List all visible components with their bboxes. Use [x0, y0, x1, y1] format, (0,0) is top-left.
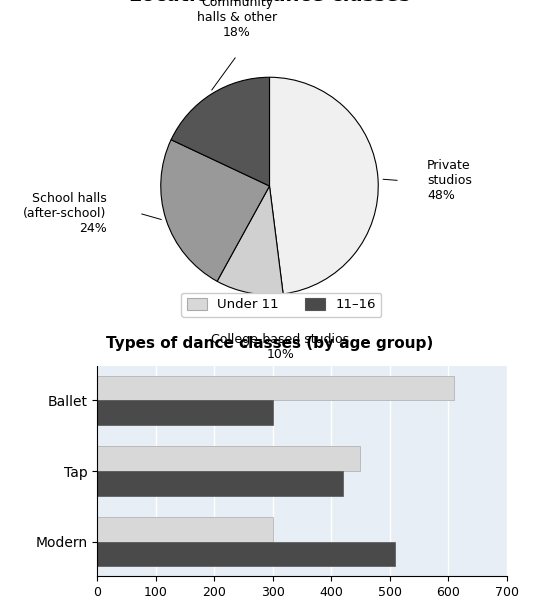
Bar	[97, 542, 396, 566]
Legend: Under 11, 11–16: Under 11, 11–16	[182, 293, 381, 317]
Bar	[97, 517, 273, 542]
Wedge shape	[161, 140, 270, 281]
Wedge shape	[171, 77, 270, 186]
Bar	[97, 446, 361, 471]
Title: Location of dance classes: Location of dance classes	[129, 0, 410, 5]
Bar	[97, 376, 454, 400]
Bar	[97, 400, 273, 425]
Bar	[97, 471, 343, 496]
Text: College-based studios
10%: College-based studios 10%	[211, 333, 349, 361]
Wedge shape	[217, 186, 283, 295]
Text: School halls
(after-school)
24%: School halls (after-school) 24%	[23, 191, 106, 235]
Text: Community
halls & other
18%: Community halls & other 18%	[197, 0, 277, 39]
Wedge shape	[270, 77, 378, 294]
Text: Private
studios
48%: Private studios 48%	[427, 159, 472, 202]
Text: Types of dance classes (by age group): Types of dance classes (by age group)	[106, 336, 433, 351]
